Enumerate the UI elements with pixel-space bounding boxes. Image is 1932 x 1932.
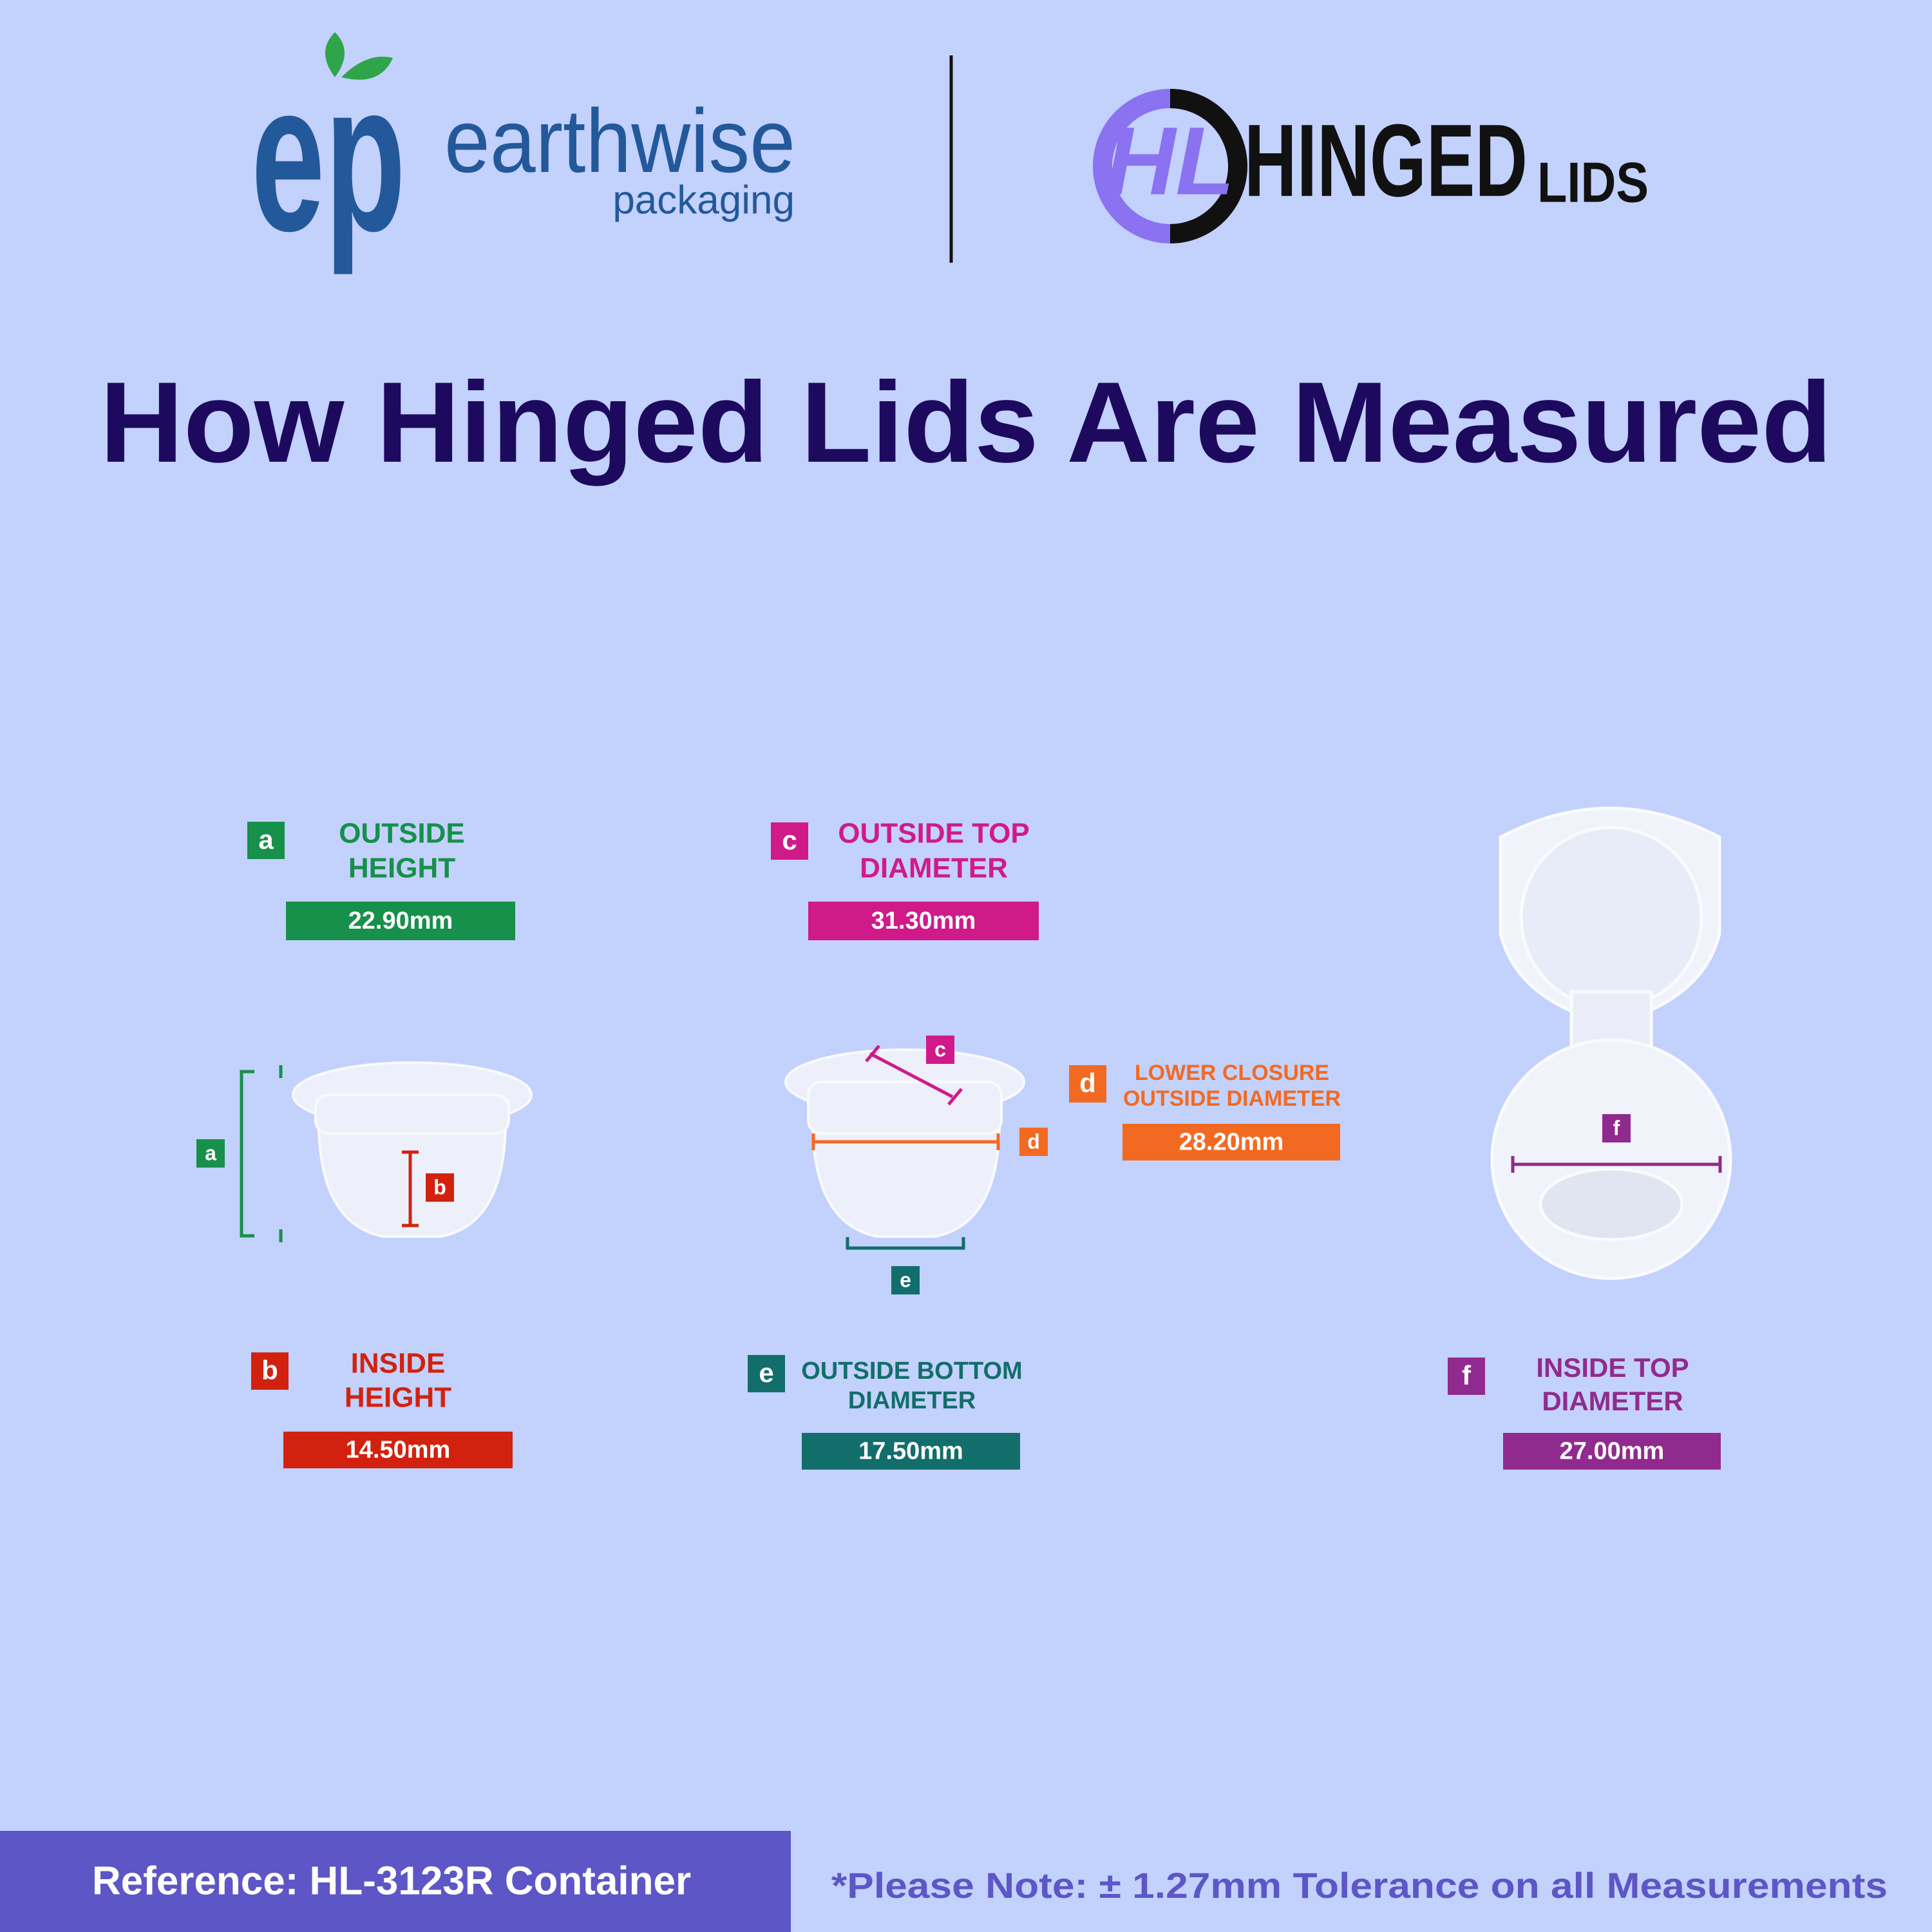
measure-value: 17.50mm bbox=[858, 1438, 963, 1465]
logo-ring-dark bbox=[1170, 89, 1247, 243]
leaf-icon bbox=[325, 32, 393, 80]
logo-name: earthwise bbox=[444, 90, 795, 191]
letter-badge bbox=[251, 1352, 289, 1390]
measure-line bbox=[1511, 1156, 1722, 1173]
diagram-badge bbox=[1602, 1114, 1631, 1142]
diagram-badge bbox=[196, 1139, 225, 1168]
value-box bbox=[283, 1432, 513, 1468]
diagram-letter: a bbox=[205, 1141, 216, 1164]
measure-line bbox=[865, 1045, 963, 1106]
measure-value: 27.00mm bbox=[1560, 1438, 1665, 1465]
diagram-letter: c bbox=[934, 1037, 946, 1061]
earthwise-logo: ep earthwise packaging bbox=[251, 32, 795, 276]
diagram-letter: e bbox=[900, 1268, 911, 1291]
logo-suffix: LIDS bbox=[1537, 150, 1649, 214]
cup-side-view bbox=[292, 1061, 533, 1238]
measure-value: 28.20mm bbox=[1179, 1129, 1284, 1156]
measure-label: LOWER CLOSURE bbox=[1135, 1061, 1329, 1085]
letter-badge bbox=[1069, 1065, 1106, 1103]
measure-line bbox=[240, 1065, 283, 1242]
hinged-lids-logo: HL HINGED LIDS bbox=[1093, 89, 1649, 243]
diagram-badge bbox=[891, 1266, 920, 1294]
value-box bbox=[1503, 1433, 1721, 1470]
letter-badge bbox=[1448, 1358, 1485, 1395]
measure-label: OUTSIDE TOP bbox=[838, 818, 1029, 849]
measure-label: INSIDE bbox=[351, 1348, 446, 1379]
value-box bbox=[286, 902, 515, 940]
badge-letter: b bbox=[261, 1355, 278, 1385]
diagram-letter: b bbox=[433, 1175, 446, 1198]
measure-value: 22.90mm bbox=[348, 907, 453, 934]
logo-mark: ep bbox=[251, 37, 406, 276]
measure-label: HEIGHT bbox=[345, 1382, 451, 1414]
cup-top-view bbox=[1490, 806, 1732, 1280]
cup-side-view bbox=[784, 1048, 1025, 1238]
letter-badge bbox=[748, 1355, 785, 1392]
logo-tagline: packaging bbox=[612, 178, 795, 222]
diagram-letter: d bbox=[1027, 1130, 1040, 1153]
measure-value: 14.50mm bbox=[346, 1437, 451, 1464]
badge-letter: c bbox=[782, 825, 797, 855]
footer-reference: Reference: HL-3123R Container bbox=[92, 1859, 691, 1903]
badge-letter: f bbox=[1462, 1360, 1472, 1390]
measure-label: DIAMETER bbox=[860, 853, 1008, 884]
badge-letter: d bbox=[1079, 1068, 1096, 1098]
footer-box bbox=[0, 1831, 791, 1932]
measure-label: OUTSIDE bbox=[339, 818, 465, 849]
diagram-badge bbox=[926, 1036, 954, 1064]
measure-value: 31.30mm bbox=[871, 907, 976, 934]
measure-label: HEIGHT bbox=[348, 853, 455, 884]
measure-line bbox=[846, 1237, 965, 1250]
value-box bbox=[802, 1433, 1020, 1470]
measure-line bbox=[402, 1150, 419, 1227]
measure-label: OUTSIDE BOTTOM bbox=[801, 1358, 1022, 1385]
measure-label: DIAMETER bbox=[848, 1387, 976, 1414]
diagram-badge bbox=[426, 1173, 454, 1202]
title: How Hinged Lids Are Measured bbox=[100, 358, 1832, 486]
logo-mark: HL bbox=[1106, 107, 1235, 215]
footer-note: *Please Note: ± 1.27mm Tolerance on all … bbox=[831, 1865, 1888, 1906]
value-box bbox=[808, 902, 1039, 940]
measure-label: OUTSIDE DIAMETER bbox=[1123, 1086, 1341, 1111]
measure-label: DIAMETER bbox=[1542, 1386, 1683, 1416]
badge-letter: e bbox=[759, 1358, 773, 1388]
logo-name: HINGED bbox=[1244, 102, 1528, 218]
measure-label: INSIDE TOP bbox=[1536, 1352, 1689, 1383]
badge-letter: a bbox=[258, 824, 274, 855]
letter-badge bbox=[771, 822, 808, 860]
diagram-badge bbox=[1019, 1128, 1048, 1156]
value-box bbox=[1122, 1124, 1340, 1160]
measure-line bbox=[811, 1133, 1000, 1150]
letter-badge bbox=[247, 822, 285, 859]
diagram-letter: f bbox=[1613, 1116, 1620, 1139]
